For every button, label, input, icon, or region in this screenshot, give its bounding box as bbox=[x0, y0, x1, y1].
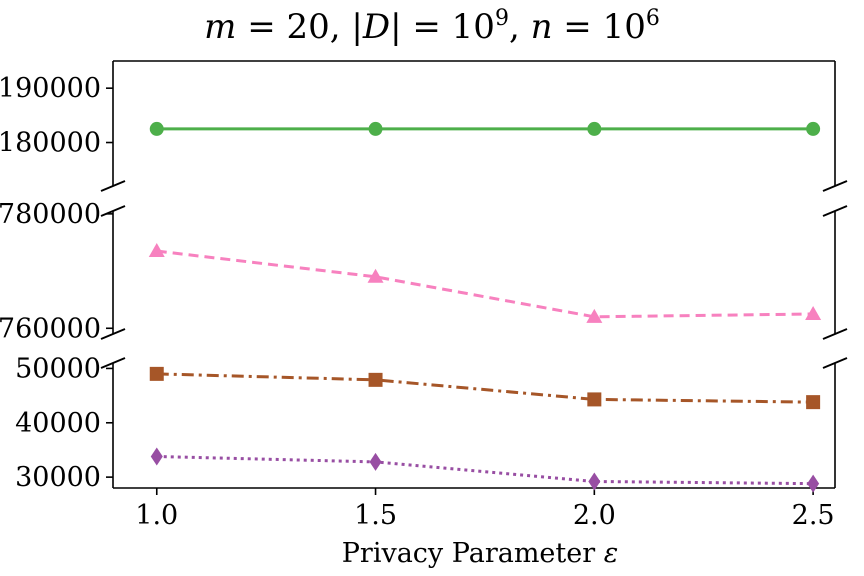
data-point-square bbox=[368, 372, 383, 387]
axis-break-mark bbox=[822, 328, 848, 340]
series-green-circle-solid bbox=[149, 121, 821, 136]
data-point-diamond bbox=[150, 447, 163, 466]
axis-break-mark bbox=[100, 180, 126, 192]
data-point-triangle bbox=[586, 308, 603, 323]
series-line bbox=[156, 454, 814, 486]
x-tick-label: 1.5 bbox=[354, 500, 397, 531]
x-axis: 1.0 1.5 2.0 2.5 bbox=[135, 488, 835, 531]
y-tick-label: 50000 bbox=[15, 353, 101, 384]
data-point-diamond bbox=[369, 452, 382, 471]
x-tick-label: 2.5 bbox=[792, 500, 835, 531]
axis-break-mark bbox=[822, 205, 848, 217]
data-series bbox=[148, 121, 822, 493]
data-point-square bbox=[149, 366, 164, 381]
y-tick-label: 30000 bbox=[15, 462, 101, 493]
series-pink-triangle-dashed bbox=[148, 243, 822, 323]
data-point-diamond bbox=[807, 474, 820, 493]
series-line bbox=[156, 249, 814, 319]
plot-panels: 190000 180000 780000 760000 50000 40000 30000 bbox=[0, 60, 848, 493]
data-point-circle bbox=[149, 121, 164, 136]
y-tick-label: 190000 bbox=[0, 73, 101, 104]
panel-middle: 780000 760000 bbox=[0, 199, 848, 344]
panel-bottom: 50000 40000 30000 bbox=[15, 353, 848, 493]
data-point-triangle bbox=[148, 243, 165, 258]
axis-break-mark bbox=[822, 357, 848, 369]
series-purple-diamond-dotted bbox=[150, 447, 820, 493]
axis-break-mark bbox=[100, 357, 126, 369]
data-point-circle bbox=[368, 121, 383, 136]
data-point-square bbox=[806, 395, 821, 410]
panel-top: 190000 180000 bbox=[0, 60, 848, 192]
data-point-circle bbox=[806, 121, 821, 136]
axis-break-mark bbox=[100, 328, 126, 340]
series-line bbox=[156, 372, 814, 404]
data-point-square bbox=[587, 392, 602, 407]
x-tick-label: 1.0 bbox=[135, 500, 178, 531]
axis-break-mark bbox=[822, 180, 848, 192]
chart-title: m = 20, |D| = 109, n = 106 bbox=[204, 6, 660, 47]
data-point-circle bbox=[587, 121, 602, 136]
x-tick-label: 2.0 bbox=[573, 500, 616, 531]
y-tick-label: 180000 bbox=[0, 128, 101, 159]
data-point-triangle bbox=[805, 305, 822, 320]
y-tick-label: 40000 bbox=[15, 408, 101, 439]
x-axis-label: Privacy Parameter ε bbox=[342, 538, 618, 569]
series-brown-square-dashdot bbox=[149, 366, 821, 410]
data-point-diamond bbox=[588, 472, 601, 491]
axis-break-mark bbox=[100, 205, 126, 217]
data-point-triangle bbox=[367, 268, 384, 283]
y-tick-label: 780000 bbox=[0, 199, 101, 230]
y-tick-label: 760000 bbox=[0, 313, 101, 344]
